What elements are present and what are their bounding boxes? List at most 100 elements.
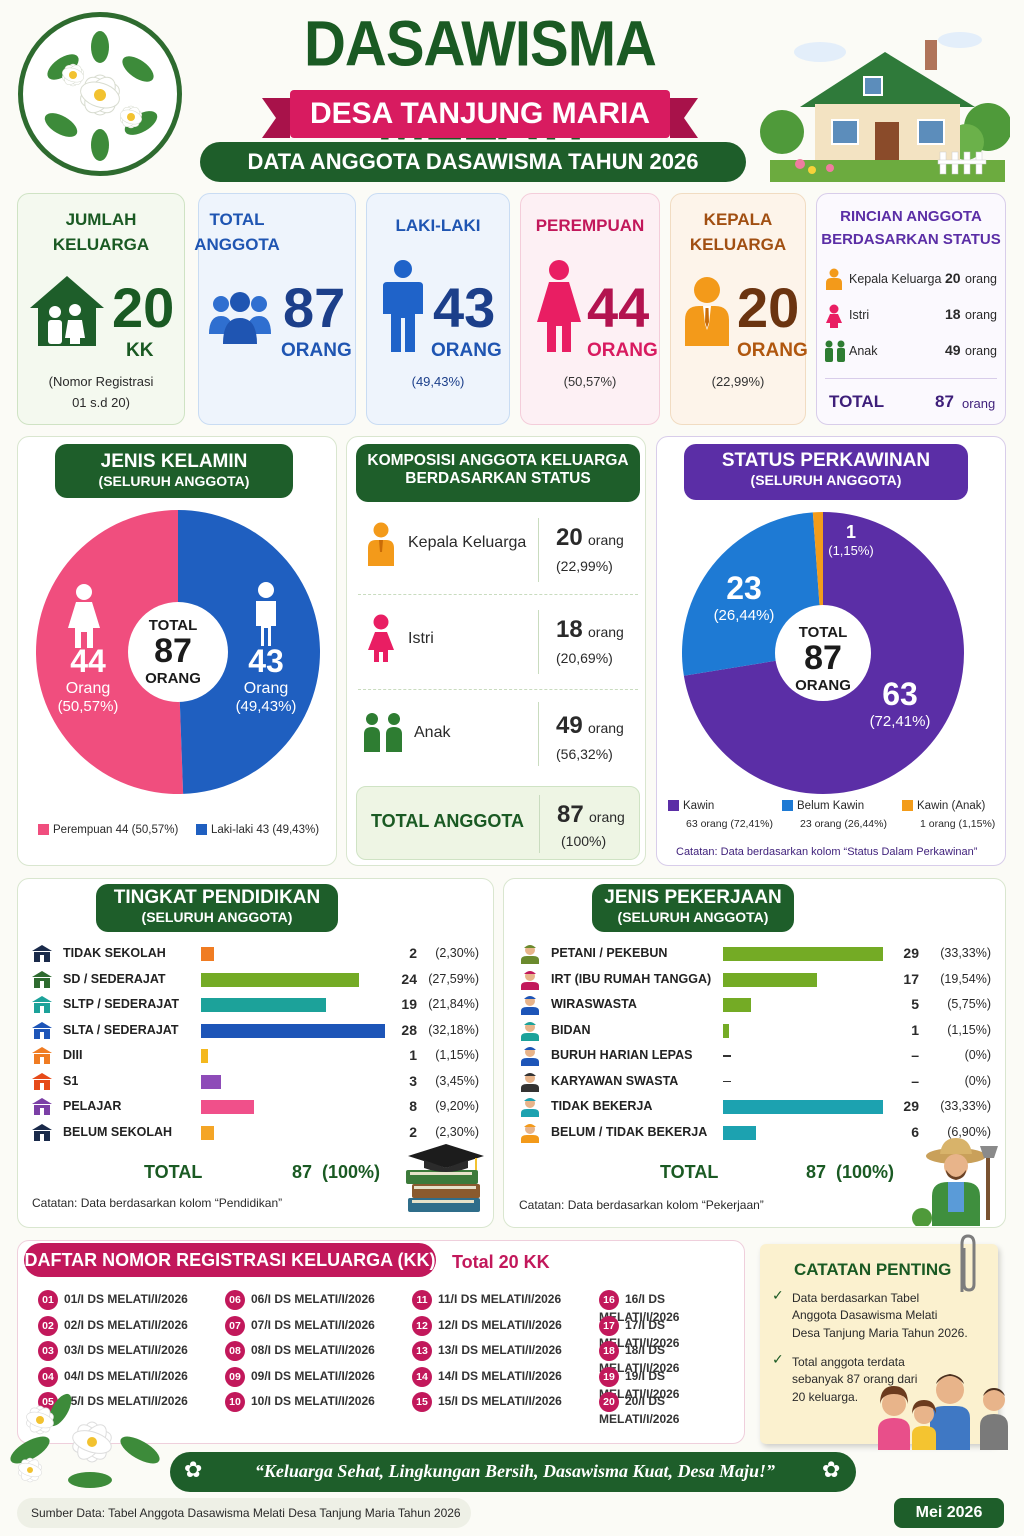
rincian-value: 18 — [945, 306, 961, 322]
komposisi-label: Anak — [414, 724, 451, 741]
bar-value: 19 — [401, 996, 417, 1012]
rincian-unit: orang — [965, 344, 997, 358]
legend-kawin: Kawin 63 orang (72,41%) — [668, 800, 778, 830]
bar-percent: (3,45%) — [435, 1073, 479, 1088]
registrasi-item: 09 09/I DS MELATI/I/2026 — [225, 1366, 375, 1387]
bar-value: 2 — [409, 945, 417, 961]
bar-label: IRT (IBU RUMAH TANGGA) — [551, 971, 712, 986]
stat-unit: ORANG — [281, 340, 352, 361]
bar-percent: (2,30%) — [435, 946, 479, 960]
stat-unit: ORANG — [587, 340, 658, 361]
bar — [201, 1074, 221, 1089]
worker-icon — [519, 995, 541, 1015]
stat-card-laki-laki: LAKI-LAKI 43 ORANG (49,43%) — [366, 193, 510, 425]
registrasi-total: Total 20 KK — [452, 1252, 550, 1272]
registrasi-code: 13/I DS MELATI/I/2026 — [438, 1343, 562, 1358]
registrasi-number-badge: 18 — [599, 1341, 619, 1361]
school-icon — [31, 995, 53, 1015]
pekerjaan-total-label: TOTAL — [660, 1162, 719, 1182]
komposisi-pct: (22,99%) — [556, 558, 613, 574]
komposisi-total-pct: (100%) — [561, 833, 607, 849]
bar-label: S1 — [63, 1073, 79, 1088]
pie-center-value: 87 — [154, 632, 192, 670]
bar — [201, 1100, 254, 1114]
bar-label: TIDAK SEKOLAH — [63, 946, 166, 960]
school-icon — [31, 1021, 53, 1041]
legend-female: Perempuan 44 (50,57%) — [38, 824, 178, 836]
registrasi-number-badge: 19 — [599, 1366, 619, 1387]
bar-label: BURUH HARIAN LEPAS — [551, 1048, 693, 1062]
stat-title: KELUARGA — [689, 234, 787, 254]
registrasi-item: 08 08/I DS MELATI/I/2026 — [225, 1341, 375, 1361]
flower-icon: ✿ — [184, 1458, 203, 1483]
legend-kawin-anak: Kawin (Anak) 1 orang (1,15%) — [902, 800, 1002, 830]
male-icon — [383, 260, 423, 352]
pekerjaan-title: JENIS PEKERJAAN — [604, 887, 782, 908]
stat-title: ANGGOTA — [194, 234, 280, 254]
perkawinan-title: STATUS PERKAWINAN — [721, 450, 931, 471]
catatan-line: sebanyak 87 orang dari — [792, 1372, 918, 1387]
check-icon: ✓ — [772, 1288, 784, 1304]
komposisi-total-unit: orang — [589, 809, 625, 825]
registrasi-code: 09/I DS MELATI/I/2026 — [251, 1368, 375, 1383]
registrasi-code: 18/I DS MELATI/I/2026 — [599, 1343, 680, 1375]
stat-percent: (50,57%) — [563, 374, 617, 389]
bar-value: 29 — [903, 1098, 919, 1114]
worker-icon — [519, 970, 541, 990]
bar-percent: (0%) — [964, 1048, 991, 1062]
bar-row: S1 3 (3,45%) — [17, 1069, 494, 1095]
bar-label: KARYAWAN SWASTA — [551, 1073, 679, 1088]
perkawinan-note: Catatan: Data berdasarkan kolom “Status … — [676, 846, 978, 858]
male-unit: Orang — [243, 680, 289, 697]
paperclip-icon — [960, 1234, 976, 1292]
bar-row: BELUM / TIDAK BEKERJA 6 (6,90%) — [505, 1120, 995, 1146]
bar-value: 1 — [409, 1047, 417, 1063]
bar-label: SD / SEDERAJAT — [63, 971, 166, 986]
source-text: Sumber Data: Tabel Anggota Dasawisma Mel… — [31, 1506, 461, 1520]
pendidikan-sub: (SELURUH ANGGOTA) — [141, 908, 293, 925]
bar — [723, 1055, 731, 1057]
female-icon — [537, 260, 581, 352]
rincian-total-value: 87 — [935, 392, 954, 411]
bar-percent: (1,15%) — [435, 1048, 479, 1062]
bar-value: 6 — [911, 1123, 919, 1140]
registrasi-item: 15 15/I DS MELATI/I/2026 — [412, 1392, 562, 1412]
family-house-icon — [30, 276, 104, 346]
bar — [723, 947, 883, 961]
registrasi-item: 19 19/I DS MELATI/I/2026 — [599, 1366, 738, 1401]
bar-row: KARYAWAN SWASTA – (0%) — [505, 1069, 995, 1095]
bar-value: – — [911, 1072, 919, 1089]
stat-card-rincian: RINCIAN ANGGOTA BERDASARKAN STATUS Kepal… — [816, 193, 1006, 425]
komposisi-title: BERDASARKAN STATUS — [405, 469, 591, 487]
bar-percent: (0%) — [964, 1073, 991, 1088]
registrasi-code: 03/I DS MELATI/I/2026 — [64, 1343, 188, 1358]
komposisi-title: KOMPOSISI ANGGOTA KELUARGA — [367, 452, 629, 469]
bar-value: 8 — [409, 1098, 417, 1114]
logo-jasmine — [18, 12, 182, 176]
registrasi-code: 16/I DS MELATI/I/2026 — [599, 1292, 680, 1324]
komposisi-value: 20 — [556, 524, 583, 551]
bar — [723, 1023, 729, 1038]
pendidikan-total-value: 87 (100%) — [292, 1162, 381, 1182]
komposisi-unit: orang — [588, 720, 624, 736]
bar-value: 5 — [911, 996, 919, 1012]
bar — [201, 998, 326, 1012]
registrasi-item: 01 01/I DS MELATI/I/2026 — [38, 1290, 188, 1310]
bar-percent: (33,33%) — [940, 946, 991, 960]
kawin-anak-value: 1 — [845, 522, 856, 542]
bar-value: 29 — [903, 945, 919, 961]
bar-value: 2 — [409, 1123, 417, 1140]
registrasi-code: 10/I DS MELATI/I/2026 — [251, 1394, 375, 1409]
registrasi-code: 11/I DS MELATI/I/2026 — [438, 1292, 562, 1307]
pie-center-unit: ORANG — [795, 676, 851, 694]
stat-value: 20 — [737, 276, 800, 339]
registrasi-item: 12 12/I DS MELATI/I/2026 — [412, 1315, 562, 1336]
school-icon — [31, 944, 53, 964]
pie-center-label: TOTAL — [148, 617, 198, 634]
slogan-text: “Keluarga Sehat, Lingkungan Bersih, Dasa… — [254, 1461, 776, 1481]
check-icon: ✓ — [772, 1352, 784, 1368]
kawin-value: 63 — [882, 676, 918, 712]
bar-row: DIII 1 (1,15%) — [17, 1043, 494, 1069]
bar-label: TIDAK BEKERJA — [551, 1099, 653, 1113]
pie-slice-male — [178, 510, 321, 794]
